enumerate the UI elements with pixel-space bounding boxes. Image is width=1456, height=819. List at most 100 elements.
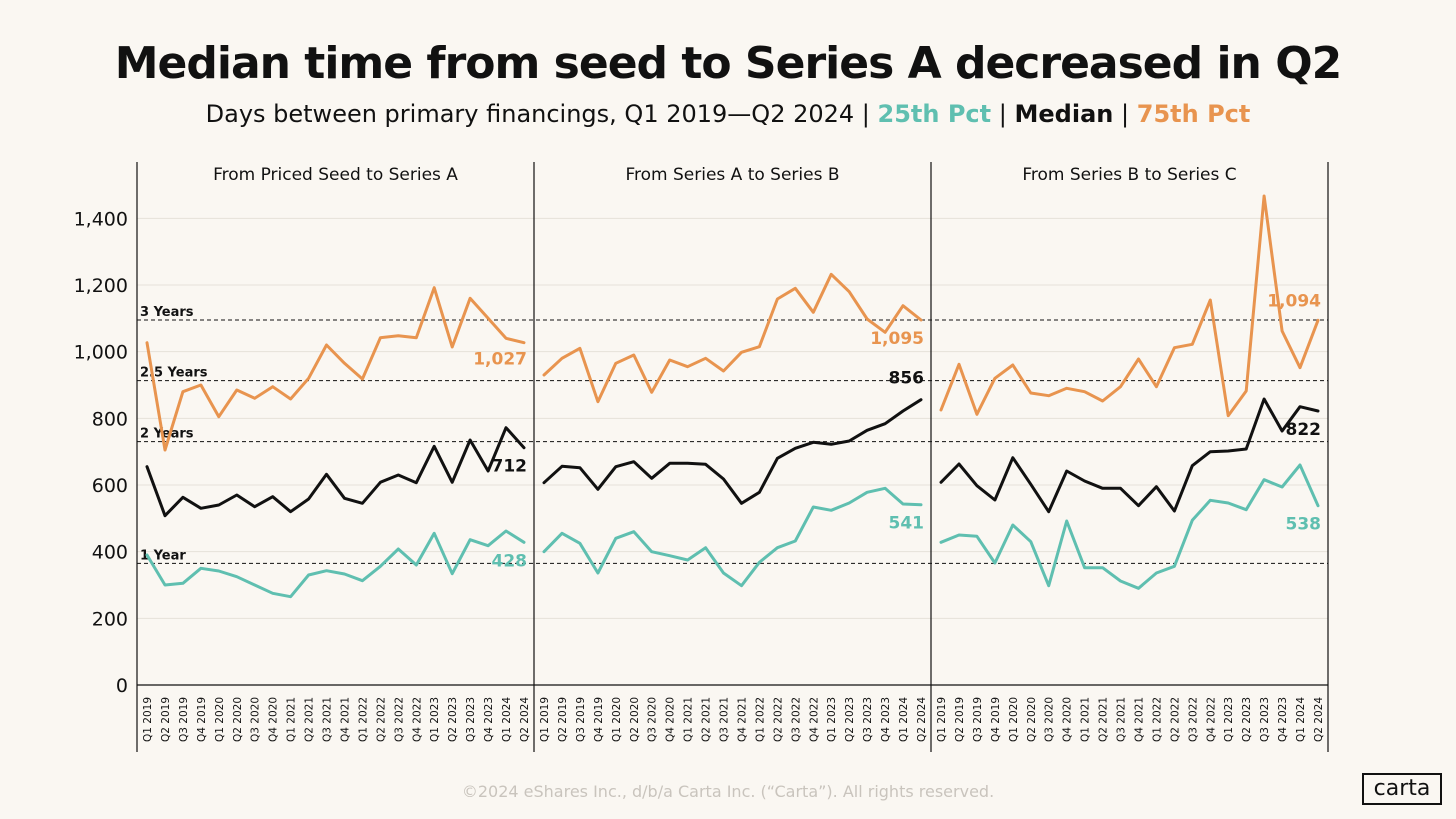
y-tick-label: 1,000 bbox=[74, 342, 128, 364]
x-tick-label: Q1 2020 bbox=[214, 697, 226, 742]
subtitle-prefix: Days between primary financings, Q1 2019… bbox=[205, 100, 870, 128]
x-tick-label: Q2 2023 bbox=[844, 697, 856, 742]
series-line-median bbox=[542, 398, 923, 505]
series-line-75th-pct bbox=[939, 194, 1320, 418]
x-tick-label: Q3 2021 bbox=[1116, 697, 1128, 742]
x-tick-label: Q2 2023 bbox=[447, 697, 459, 742]
x-tick-label: Q4 2022 bbox=[808, 697, 820, 742]
x-tick-label: Q3 2019 bbox=[972, 697, 984, 742]
legend-median: Median bbox=[1014, 100, 1114, 128]
x-tick-label: Q3 2022 bbox=[393, 697, 405, 742]
x-tick-label: Q3 2022 bbox=[790, 697, 802, 742]
series-line-25th-pct bbox=[542, 486, 923, 588]
x-tick-label: Q4 2023 bbox=[880, 697, 892, 742]
panel-title: From Series A to Series B bbox=[625, 165, 839, 185]
x-tick-label: Q2 2022 bbox=[375, 697, 387, 742]
end-value-label: 712 bbox=[492, 457, 528, 477]
reference-line-label: 3 Years bbox=[140, 305, 194, 320]
x-tick-label: Q4 2022 bbox=[1205, 697, 1217, 742]
x-tick-label: Q1 2023 bbox=[826, 697, 838, 742]
x-tick-label: Q1 2024 bbox=[898, 697, 910, 742]
y-tick-label: 1,200 bbox=[74, 275, 128, 297]
y-tick-label: 600 bbox=[92, 475, 128, 497]
y-tick-label: 1,400 bbox=[74, 208, 128, 230]
y-tick-label: 200 bbox=[92, 608, 128, 630]
x-tick-label: Q1 2021 bbox=[286, 697, 298, 742]
x-tick-label: Q3 2021 bbox=[322, 697, 334, 742]
x-tick-label: Q2 2024 bbox=[1313, 697, 1325, 742]
x-tick-label: Q1 2021 bbox=[683, 697, 695, 742]
x-tick-label: Q3 2019 bbox=[178, 697, 190, 742]
legend-separator: | bbox=[998, 100, 1007, 128]
x-tick-label: Q1 2020 bbox=[1008, 697, 1020, 742]
x-tick-label: Q4 2019 bbox=[196, 697, 208, 742]
x-tick-label: Q1 2019 bbox=[142, 697, 154, 742]
x-tick-label: Q4 2021 bbox=[1133, 697, 1145, 742]
x-tick-label: Q4 2019 bbox=[990, 697, 1002, 742]
series-line-25th-pct bbox=[145, 529, 526, 599]
x-tick-label: Q2 2023 bbox=[1241, 697, 1253, 742]
x-tick-label: Q1 2023 bbox=[429, 697, 441, 742]
x-tick-label: Q1 2022 bbox=[754, 697, 766, 742]
x-tick-label: Q4 2019 bbox=[593, 697, 605, 742]
chart-subtitle: Days between primary financings, Q1 2019… bbox=[0, 100, 1456, 128]
x-tick-label: Q1 2024 bbox=[501, 697, 513, 742]
x-tick-label: Q3 2021 bbox=[719, 697, 731, 742]
end-value-label: 856 bbox=[889, 369, 925, 389]
x-tick-label: Q4 2021 bbox=[736, 697, 748, 742]
x-tick-label: Q4 2020 bbox=[268, 697, 280, 742]
series-line-75th-pct bbox=[542, 272, 923, 404]
chart-title: Median time from seed to Series A decrea… bbox=[114, 38, 1342, 89]
x-tick-label: Q2 2019 bbox=[954, 697, 966, 742]
end-value-label: 1,027 bbox=[473, 350, 527, 370]
x-tick-label: Q4 2020 bbox=[665, 697, 677, 742]
carta-logo: carta bbox=[1362, 773, 1442, 805]
reference-line-label: 2 Years bbox=[140, 427, 194, 442]
end-value-label: 541 bbox=[889, 514, 925, 534]
x-tick-label: Q1 2022 bbox=[357, 697, 369, 742]
x-tick-label: Q3 2023 bbox=[465, 697, 477, 742]
panel-title: From Priced Seed to Series A bbox=[213, 165, 458, 185]
series-line-75th-pct bbox=[145, 286, 526, 452]
end-value-label: 1,094 bbox=[1267, 291, 1321, 311]
x-tick-label: Q2 2020 bbox=[629, 697, 641, 742]
x-tick-label: Q2 2021 bbox=[304, 697, 316, 742]
x-tick-label: Q4 2021 bbox=[339, 697, 351, 742]
copyright-footer: ©2024 eShares Inc., d/b/a Carta Inc. (“C… bbox=[461, 782, 995, 801]
reference-line-label: 1 Year bbox=[140, 548, 186, 563]
end-value-label: 538 bbox=[1286, 515, 1322, 535]
end-value-label: 428 bbox=[492, 551, 528, 571]
x-tick-label: Q3 2020 bbox=[1044, 697, 1056, 742]
x-tick-label: Q2 2024 bbox=[916, 697, 928, 742]
panel-title: From Series B to Series C bbox=[1022, 165, 1236, 185]
reference-line-label: 2.5 Years bbox=[140, 366, 208, 381]
y-tick-label: 800 bbox=[92, 408, 128, 430]
end-value-label: 822 bbox=[1286, 420, 1322, 440]
x-tick-label: Q2 2019 bbox=[160, 697, 172, 742]
x-tick-label: Q1 2024 bbox=[1295, 697, 1307, 742]
series-line-25th-pct bbox=[939, 463, 1320, 590]
x-tick-label: Q2 2024 bbox=[519, 697, 531, 742]
x-tick-label: Q3 2023 bbox=[862, 697, 874, 742]
x-tick-label: Q2 2020 bbox=[232, 697, 244, 742]
x-tick-label: Q1 2021 bbox=[1080, 697, 1092, 742]
x-tick-label: Q2 2022 bbox=[772, 697, 784, 742]
x-tick-label: Q3 2019 bbox=[575, 697, 587, 742]
x-tick-label: Q3 2022 bbox=[1187, 697, 1199, 742]
x-tick-label: Q2 2021 bbox=[1098, 697, 1110, 742]
x-tick-label: Q3 2020 bbox=[647, 697, 659, 742]
legend-25th-pct: 25th Pct bbox=[877, 100, 992, 128]
x-tick-label: Q4 2020 bbox=[1062, 697, 1074, 742]
x-tick-label: Q1 2023 bbox=[1223, 697, 1235, 742]
y-tick-label: 0 bbox=[116, 675, 128, 697]
x-tick-label: Q4 2022 bbox=[411, 697, 423, 742]
end-value-label: 1,095 bbox=[870, 329, 924, 349]
x-tick-label: Q4 2023 bbox=[1277, 697, 1289, 742]
legend-separator: | bbox=[1121, 100, 1130, 128]
x-tick-label: Q1 2020 bbox=[611, 697, 623, 742]
x-tick-label: Q1 2019 bbox=[539, 697, 551, 742]
x-tick-label: Q2 2022 bbox=[1169, 697, 1181, 742]
series-line-median bbox=[939, 397, 1320, 514]
series-line-median bbox=[145, 426, 526, 518]
